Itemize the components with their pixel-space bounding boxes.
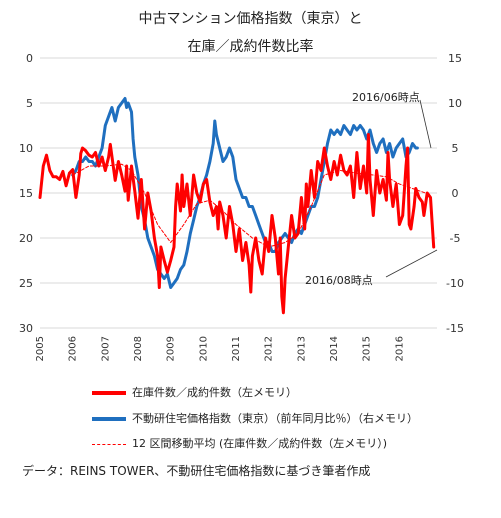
callout-leader-bottom [385, 249, 438, 278]
left-tick-label: 10 [19, 142, 33, 155]
x-tick-label: 2008 [133, 336, 144, 361]
left-tick-label: 20 [19, 232, 33, 245]
chart-title-line-1: 中古マンション価格指数（東京）と [138, 11, 363, 27]
series-layer [38, 97, 436, 315]
x-tick-label: 2011 [231, 336, 242, 361]
legend-swatch-price-index [92, 417, 126, 421]
left-tick-label: 15 [19, 187, 33, 200]
x-axis-ticks: 2005 2006 2007 2008 2009 2010 2011 2012 2013 2014… [35, 336, 405, 361]
right-axis-ticks: 15 10 5 0 -5 -10 -15 [446, 52, 464, 335]
x-tick-label: 2015 [362, 336, 373, 361]
right-tick-label: -5 [450, 232, 461, 245]
legend-label-ratio: 在庫件数／成約件数（左メモリ） [132, 386, 297, 399]
series-line-moving-average [72, 163, 427, 248]
legend-swatch-moving-average [92, 444, 126, 445]
callout-bottom-label: 2016/08時点 [305, 274, 373, 287]
x-tick-label: 2005 [35, 336, 46, 361]
callout-top-label: 2016/06時点 [352, 91, 420, 104]
left-axis-ticks: 0 5 10 15 20 25 30 [19, 52, 33, 335]
chart-title-line-2: 在庫／成約件数比率 [187, 39, 314, 55]
x-tick-label: 2010 [198, 336, 209, 361]
series-line-price-index [71, 97, 419, 289]
right-tick-label: 10 [448, 97, 462, 110]
series-line-ratio [38, 133, 436, 315]
callout-leader-top [419, 99, 432, 149]
x-tick-label: 2007 [100, 336, 111, 361]
callouts: 2016/06時点 2016/08時点 [305, 91, 438, 287]
source-note: データ：REINS TOWER、不動研住宅価格指数に基づき筆者作成 [22, 464, 371, 478]
left-tick-label: 0 [26, 52, 33, 65]
right-tick-label: 15 [448, 52, 462, 65]
legend-label-moving-average: 12 区間移動平均 (在庫件数／成約件数（左メモリ）) [132, 437, 388, 450]
x-tick-label: 2009 [166, 336, 177, 361]
legend-label-price-index: 不動研住宅価格指数（東京）（前年同月比％）（右メモリ） [132, 412, 418, 425]
legend-swatch-ratio [92, 391, 126, 395]
x-tick-label: 2006 [68, 336, 79, 361]
left-tick-label: 25 [19, 277, 33, 290]
x-tick-label: 2016 [394, 336, 405, 361]
right-tick-label: -10 [446, 277, 464, 290]
right-tick-label: 5 [452, 142, 459, 155]
x-tick-label: 2014 [329, 336, 340, 361]
left-tick-label: 30 [19, 322, 33, 335]
right-tick-label: -15 [446, 322, 464, 335]
left-tick-label: 5 [26, 97, 33, 110]
x-tick-label: 2012 [264, 336, 275, 361]
right-tick-label: 0 [452, 187, 459, 200]
x-tick-label: 2013 [296, 336, 307, 361]
